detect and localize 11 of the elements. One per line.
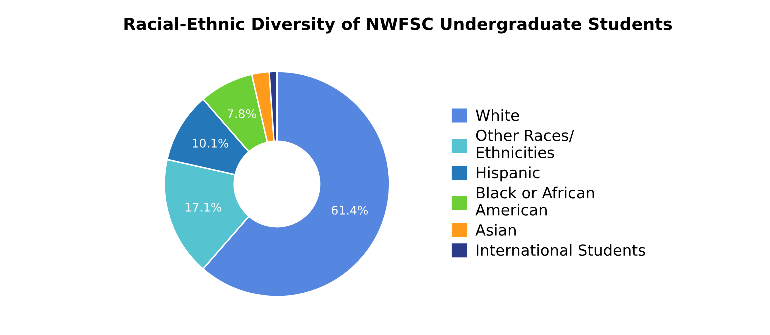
data-label: 10.1% [193, 139, 229, 148]
chart-title: Racial-Ethnic Diversity of NWFSC Undergraduate Students [124, 17, 672, 34]
legend-label: White [476, 109, 520, 122]
data-label: 7.8% [228, 110, 256, 118]
legend-label: International Students [477, 244, 646, 256]
data-label: 61.4% [332, 206, 368, 215]
legend-label: Other Races/ Ethnicities [476, 130, 574, 158]
legend-label: Asian [476, 224, 516, 236]
legend-label: Hispanic [477, 166, 540, 182]
data-label: 17.1% [186, 202, 222, 212]
legend-label: Black or African American [476, 186, 594, 216]
